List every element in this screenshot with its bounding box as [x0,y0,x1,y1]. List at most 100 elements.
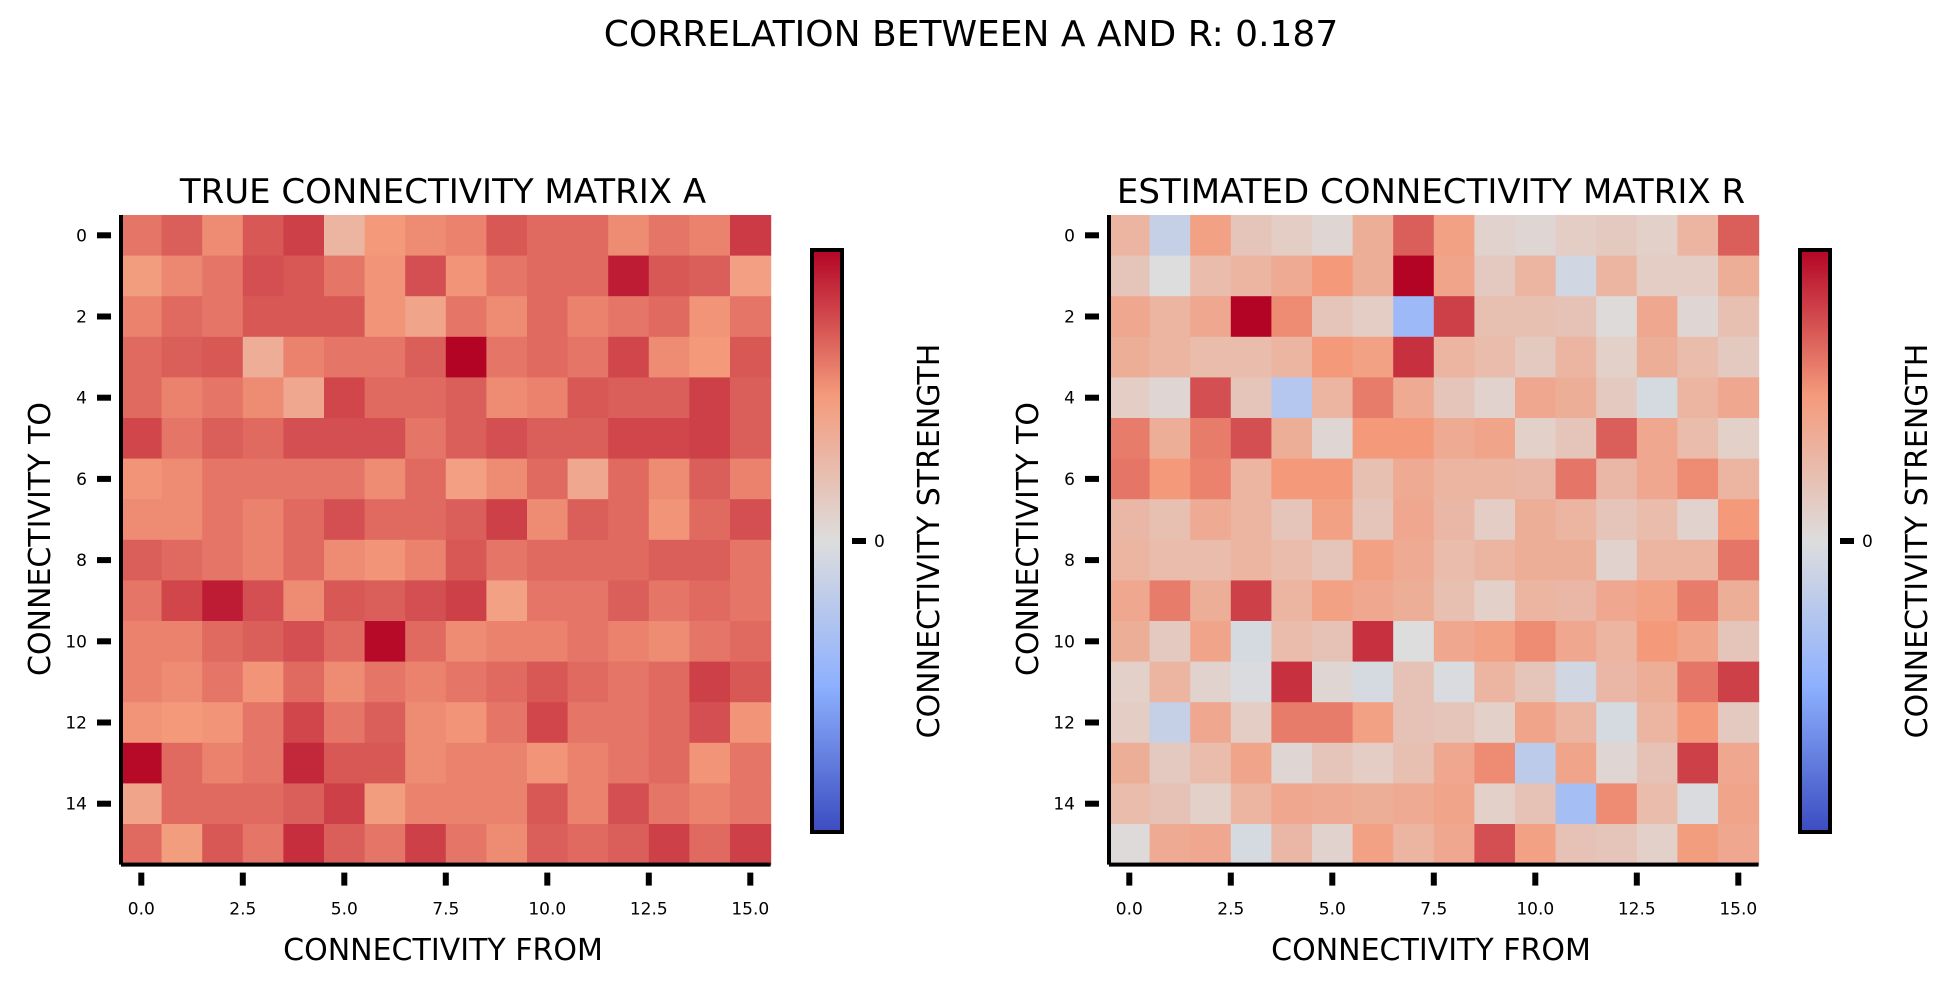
heatmap-cell [486,621,528,663]
heatmap-cell [730,580,772,622]
heatmap-cell [567,296,609,338]
heatmap-cell [364,458,406,500]
heatmap-cell [1636,458,1678,500]
heatmap-cell [1677,255,1719,297]
heatmap-cell [689,661,731,703]
heatmap-cell [161,702,203,744]
heatmap-cell [1312,580,1354,622]
heatmap-cell [1433,418,1475,460]
heatmap-cell [1393,377,1435,419]
heatmap-cell [1596,702,1638,744]
x-tick-label: 15.0 [1719,900,1757,920]
heatmap-cell [283,377,325,419]
x-tick-label: 0.0 [1116,900,1143,920]
heatmap-cell [486,418,528,460]
y-tick-mark [97,719,111,726]
heatmap-cell [121,215,163,257]
heatmap-cell [486,499,528,541]
heatmap-cell [1393,580,1435,622]
x-tick-mark [442,872,449,886]
heatmap-cell [1230,580,1272,622]
heatmap-cell [1109,621,1151,663]
heatmap-cell [648,661,690,703]
y-tick-label: 2 [76,308,87,328]
heatmap-cell [1555,336,1597,378]
heatmap-cell [1515,783,1557,825]
heatmap-cell [1352,742,1394,784]
heatmap-cell [648,336,690,378]
x-axis-label: CONNECTIVITY FROM [283,933,603,968]
heatmap-cell [405,742,447,784]
heatmap-cell [486,215,528,257]
heatmap-cell [689,580,731,622]
x-tick-label: 12.5 [1618,900,1656,920]
heatmap-cell [1352,539,1394,581]
heatmap-cell [1109,702,1151,744]
heatmap-cell [567,336,609,378]
heatmap-cell [242,336,284,378]
heatmap-cell [1677,621,1719,663]
heatmap-cell [242,296,284,338]
heatmap-cell [1109,742,1151,784]
heatmap-cell [1515,215,1557,257]
heatmap-cell [730,458,772,500]
heatmap-cell [1515,702,1557,744]
heatmap-cell [405,621,447,663]
heatmap-cell [202,661,244,703]
heatmap-cell [1271,580,1313,622]
heatmap-cell [283,215,325,257]
heatmap-cell [648,255,690,297]
heatmap-cell [1677,539,1719,581]
heatmap-cell [1677,783,1719,825]
heatmap-cell [1718,742,1760,784]
heatmap-cell [608,377,650,419]
heatmap-cell [202,621,244,663]
heatmap-cell [1271,336,1313,378]
heatmap-cell [648,580,690,622]
heatmap-cell [567,580,609,622]
heatmap-cell [121,458,163,500]
heatmap-cell [608,580,650,622]
heatmap-cell [1190,621,1232,663]
heatmap-cell [1555,742,1597,784]
heatmap-cell [1718,621,1760,663]
heatmap-cell [1555,824,1597,866]
heatmap-cell [121,499,163,541]
heatmap-cell [1230,296,1272,338]
heatmap-cell [1190,824,1232,866]
heatmap-cell [1190,296,1232,338]
heatmap-cell [161,296,203,338]
heatmap-cell [1433,661,1475,703]
colorbar-tick-mark [1840,538,1854,544]
heatmap-cell [364,824,406,866]
heatmap-cell [689,621,731,663]
axis-spine-left [119,215,123,865]
y-tick-label: 10 [1053,632,1075,652]
heatmap-cell [121,296,163,338]
heatmap-cell [324,377,366,419]
heatmap-cell [283,621,325,663]
x-tick-mark [239,872,246,886]
heatmap-cell [1393,783,1435,825]
heatmap-cell [1312,824,1354,866]
heatmap-cell [283,742,325,784]
heatmap-cell [1555,499,1597,541]
heatmap-cell [1515,458,1557,500]
heatmap-cell [1515,255,1557,297]
heatmap-cell [202,377,244,419]
y-tick-mark [97,394,111,401]
heatmap-cell [1149,580,1191,622]
y-tick-mark [1085,557,1099,564]
heatmap-cell [1312,499,1354,541]
heatmap-cell [486,783,528,825]
heatmap-cell [567,702,609,744]
heatmap-cell [1312,661,1354,703]
heatmap-cell [364,783,406,825]
heatmap-cell [567,783,609,825]
heatmap-cell [567,418,609,460]
heatmap-cell [608,336,650,378]
panel-title: TRUE CONNECTIVITY MATRIX A [179,172,706,212]
heatmap-cell [730,499,772,541]
y-tick-mark [1085,313,1099,320]
heatmap-cell [364,580,406,622]
